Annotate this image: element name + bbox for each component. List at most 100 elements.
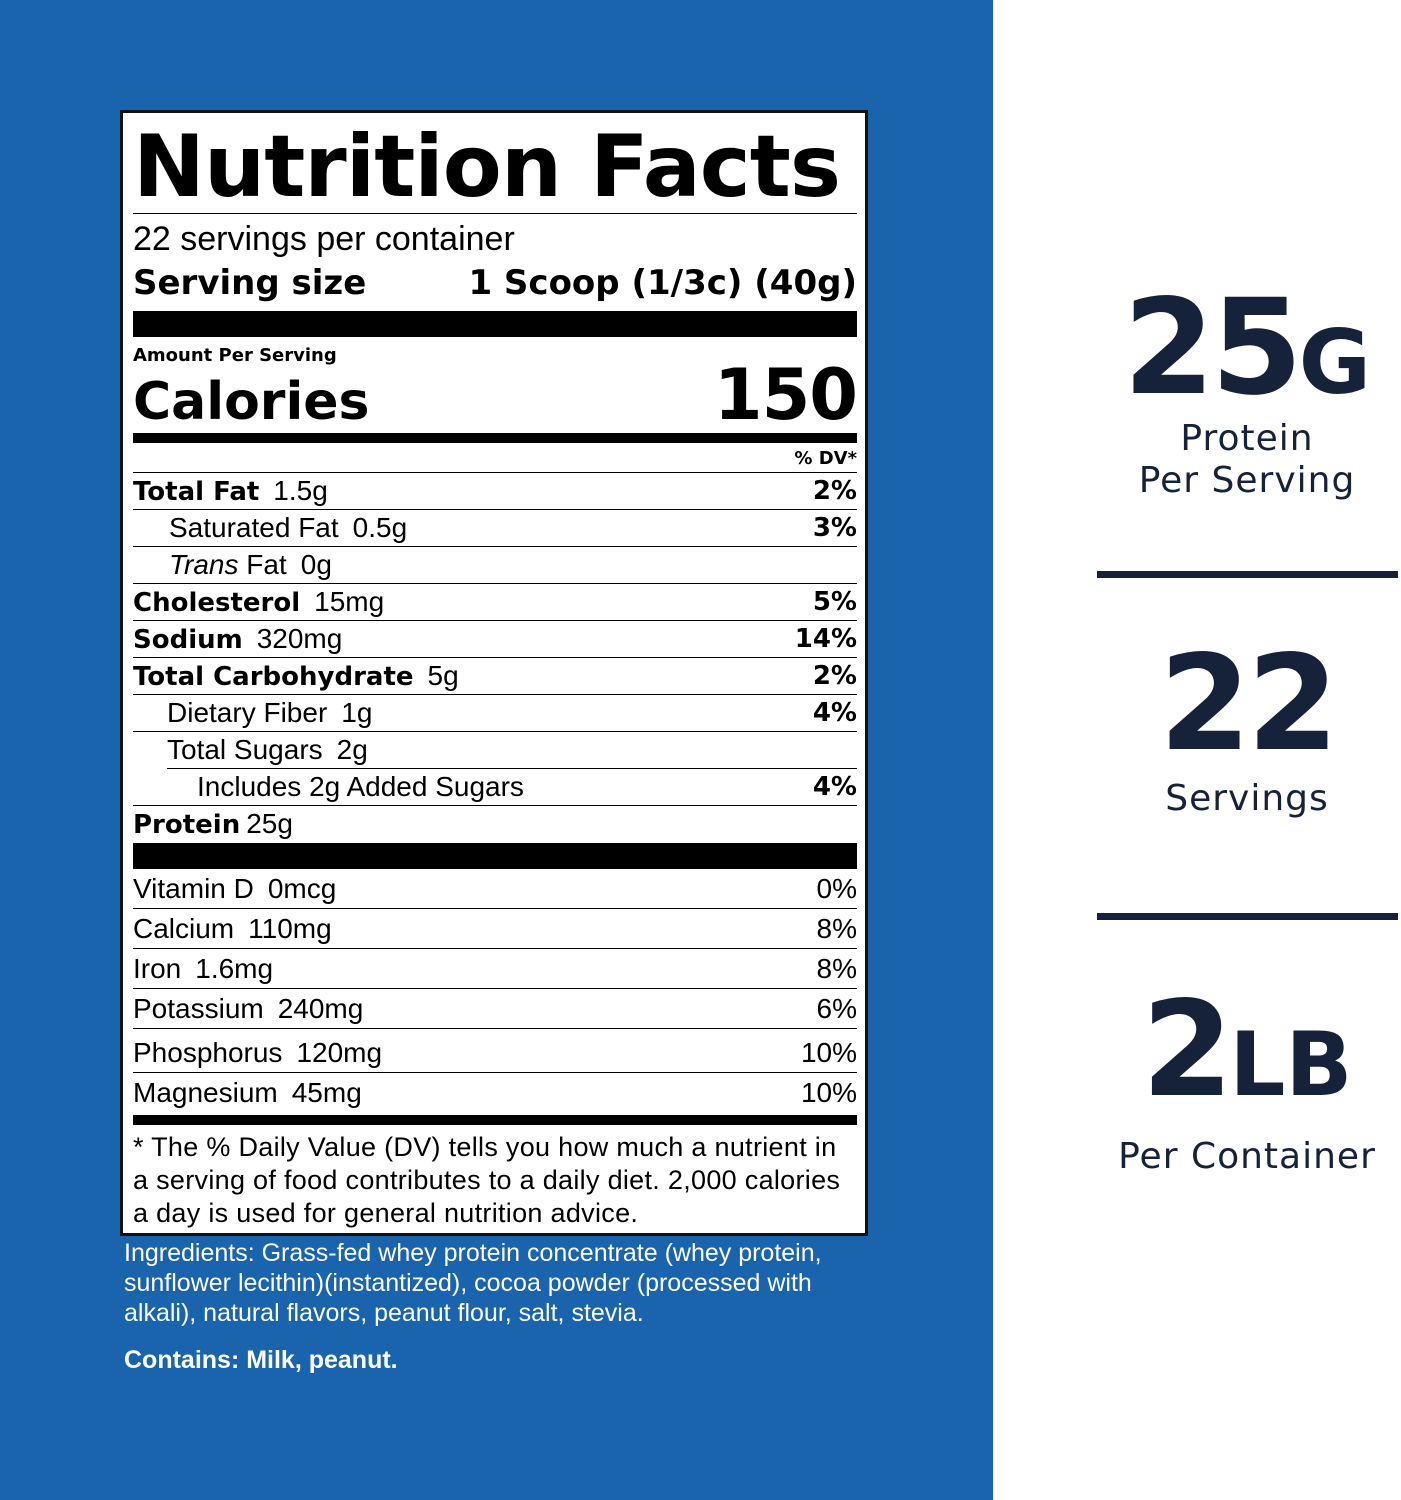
divider	[133, 546, 857, 547]
nutrient-name: Total Fat	[133, 477, 260, 507]
nutrient-name: Dietary Fiber	[167, 697, 328, 728]
vitamin-dv: 10%	[800, 1037, 857, 1068]
nutrient-name: Total Carbohydrate	[133, 662, 414, 692]
vitamin-amount: 120mg	[296, 1037, 383, 1068]
vitamin-dv: 8%	[816, 913, 857, 944]
nutrient-name-italic: Trans	[169, 549, 239, 580]
nutrient-dv: 2%	[812, 661, 857, 691]
nutrient-name: Protein	[133, 810, 241, 840]
vitamin-amount: 1.6mg	[195, 953, 274, 984]
nutrient-name: Cholesterol	[133, 588, 301, 618]
medium-bar	[133, 433, 857, 443]
vitamin-name: Magnesium	[133, 1077, 278, 1108]
calories-row: Calories 150	[133, 354, 858, 440]
divider	[133, 948, 857, 949]
vitamin-dv: 10%	[800, 1077, 857, 1108]
vitamin-dv: 8%	[816, 953, 857, 984]
divider	[133, 731, 857, 732]
vitamin-amount: 0mcg	[267, 873, 337, 904]
nutrient-row-cholesterol: Cholesterol 15mg 5%	[133, 584, 857, 620]
serving-size-label: Serving size	[133, 263, 367, 303]
nutrient-row-total-fat: Total Fat 1.5g 2%	[133, 473, 857, 509]
nutrient-dv: 2%	[812, 476, 857, 506]
vitamin-amount: 240mg	[277, 993, 364, 1024]
nutrient-row-protein: Protein 25g	[133, 806, 857, 842]
divider	[133, 694, 857, 695]
servings-per-container: 22 servings per container	[133, 220, 515, 258]
divider	[133, 805, 857, 806]
stat-value: 2LB	[1141, 973, 1353, 1127]
stat-caption: Servings	[1165, 778, 1329, 819]
stat-unit: G	[1298, 311, 1371, 414]
nutrient-amount: 1g	[341, 697, 373, 728]
nutrient-name: Includes 2g Added Sugars	[197, 771, 524, 802]
divider	[133, 1028, 857, 1029]
stat-divider	[1097, 571, 1398, 578]
vitamin-row-phosphorus: Phosphorus 120mg 10%	[133, 1033, 857, 1073]
nutrient-name: Fat	[246, 549, 287, 580]
stat-servings: 22 Servings	[1093, 638, 1401, 820]
vitamin-name: Iron	[133, 953, 182, 984]
label-title: Nutrition Facts	[133, 117, 841, 217]
nutrient-amount: 0.5g	[352, 512, 408, 543]
divider	[133, 472, 857, 473]
thick-bar	[133, 311, 857, 337]
dv-footnote: * The % Daily Value (DV) tells you how m…	[133, 1132, 841, 1228]
stat-value: 25G	[1123, 271, 1371, 425]
nutrient-dv: 4%	[812, 698, 857, 728]
nutrient-amount: 2g	[336, 734, 368, 765]
divider	[133, 509, 857, 510]
nutrient-row-added-sugars: Includes 2g Added Sugars 4%	[133, 769, 857, 805]
nutrient-row-total-carbohydrate: Total Carbohydrate 5g 2%	[133, 658, 857, 694]
stat-value: 22	[1159, 627, 1339, 781]
stat-caption: Protein Per Serving	[1138, 418, 1356, 501]
nutrient-name: Sodium	[133, 625, 243, 655]
vitamin-name: Calcium	[133, 913, 235, 944]
calories-label: Calories	[133, 372, 370, 432]
nutrient-row-sodium: Sodium 320mg 14%	[133, 621, 857, 657]
vitamin-name: Phosphorus	[133, 1037, 283, 1068]
divider	[133, 657, 857, 658]
nutrient-row-dietary-fiber: Dietary Fiber 1g 4%	[133, 695, 857, 731]
vitamin-dv: 0%	[816, 873, 857, 904]
nutrient-dv: 5%	[812, 587, 857, 617]
vitamin-amount: 110mg	[248, 913, 332, 944]
vitamin-row-calcium: Calcium 110mg 8%	[133, 910, 857, 948]
medium-bar	[133, 1115, 857, 1125]
nutrient-row-total-sugars: Total Sugars 2g	[133, 732, 857, 768]
vitamin-name: Potassium	[133, 993, 264, 1024]
stat-caption: Per Container	[1118, 1136, 1376, 1177]
divider	[133, 1072, 857, 1073]
nutrition-facts-label: Nutrition Facts 22 servings per containe…	[120, 110, 868, 1236]
divider	[133, 583, 857, 584]
nutrient-name: Saturated Fat	[169, 512, 339, 543]
nutrient-row-trans-fat: Trans Fat 0g	[133, 547, 857, 583]
divider	[133, 908, 857, 909]
vitamin-dv: 6%	[816, 993, 857, 1024]
divider	[167, 768, 857, 769]
nutrient-amount: 15mg	[314, 586, 385, 617]
nutrient-row-saturated-fat: Saturated Fat 0.5g 3%	[133, 510, 857, 546]
nutrient-name: Total Sugars	[167, 734, 323, 765]
dv-header: % DV*	[794, 448, 857, 469]
nutrient-amount: 25g	[246, 808, 293, 839]
vitamin-row-vitamin-d: Vitamin D 0mcg 0%	[133, 870, 857, 908]
divider	[133, 988, 857, 989]
nutrient-amount: 5g	[427, 660, 459, 691]
thick-bar	[133, 843, 857, 869]
serving-size-value: 1 Scoop (1/3c) (40g)	[468, 263, 857, 303]
nutrient-dv: 4%	[812, 772, 857, 802]
allergen-statement: Contains: Milk, peanut.	[124, 1346, 398, 1374]
vitamin-row-iron: Iron 1.6mg 8%	[133, 950, 857, 988]
stat-weight: 2LB Per Container	[1093, 984, 1401, 1178]
divider	[133, 213, 857, 214]
ingredients-text: Ingredients: Grass-fed whey protein conc…	[124, 1239, 822, 1327]
nutrient-dv: 3%	[812, 513, 857, 543]
calories-value: 150	[713, 354, 858, 436]
vitamin-row-magnesium: Magnesium 45mg 10%	[133, 1074, 857, 1112]
nutrient-amount: 1.5g	[273, 475, 328, 506]
vitamin-amount: 45mg	[291, 1077, 362, 1108]
stat-divider	[1097, 913, 1398, 920]
amount-per-serving: Amount Per Serving	[133, 345, 337, 366]
nutrient-dv: 14%	[794, 624, 857, 654]
